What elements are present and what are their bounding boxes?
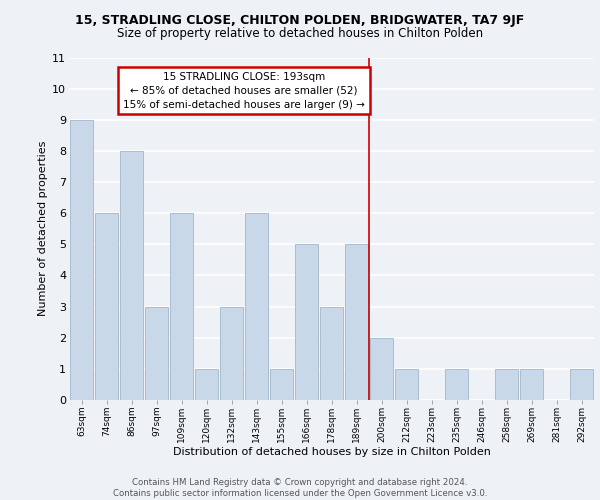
Bar	[95, 213, 118, 400]
Bar	[445, 369, 468, 400]
Bar	[195, 369, 218, 400]
Bar	[520, 369, 543, 400]
Text: 15 STRADLING CLOSE: 193sqm
← 85% of detached houses are smaller (52)
15% of semi: 15 STRADLING CLOSE: 193sqm ← 85% of deta…	[123, 72, 365, 110]
Bar	[570, 369, 593, 400]
Bar	[145, 306, 168, 400]
X-axis label: Distribution of detached houses by size in Chilton Polden: Distribution of detached houses by size …	[173, 448, 490, 458]
Bar	[320, 306, 343, 400]
Text: 15, STRADLING CLOSE, CHILTON POLDEN, BRIDGWATER, TA7 9JF: 15, STRADLING CLOSE, CHILTON POLDEN, BRI…	[76, 14, 524, 27]
Bar	[345, 244, 368, 400]
Bar	[220, 306, 243, 400]
Bar	[395, 369, 418, 400]
Text: Size of property relative to detached houses in Chilton Polden: Size of property relative to detached ho…	[117, 28, 483, 40]
Text: Contains HM Land Registry data © Crown copyright and database right 2024.
Contai: Contains HM Land Registry data © Crown c…	[113, 478, 487, 498]
Bar	[270, 369, 293, 400]
Bar	[295, 244, 318, 400]
Bar	[120, 151, 143, 400]
Bar	[70, 120, 93, 400]
Bar	[245, 213, 268, 400]
Bar	[370, 338, 393, 400]
Bar	[495, 369, 518, 400]
Bar	[170, 213, 193, 400]
Y-axis label: Number of detached properties: Number of detached properties	[38, 141, 48, 316]
